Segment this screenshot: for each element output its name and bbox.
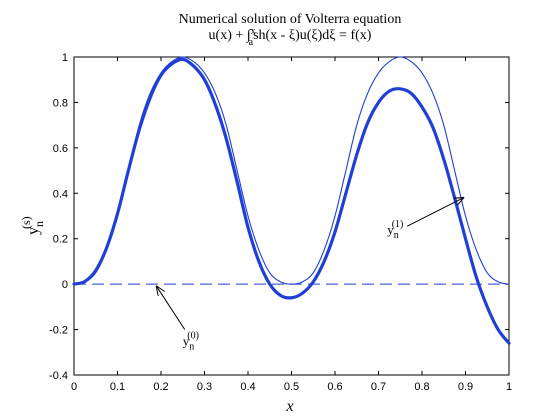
x-tick-label: 0.9 xyxy=(458,381,473,393)
y-axis-label-base: y xyxy=(25,227,42,235)
chart-subtitle: u(x) + ∫x ash(x - ξ)u(ξ)dξ = f(x) xyxy=(209,26,372,48)
x-tick-label: 0.6 xyxy=(327,381,342,393)
annotation-label-sub: n xyxy=(394,230,399,241)
subtitle-integrand: sh(x - ξ)u(ξ)dξ = f(x) xyxy=(253,28,372,43)
chart-title: Numerical solution of Volterra equation xyxy=(179,12,402,27)
annotation-label-base: y xyxy=(387,222,394,237)
x-tick-label: 0.2 xyxy=(153,381,168,393)
y-axis: -0.4 -0.2 0 0.2 0.4 0.6 0.8 1 xyxy=(49,52,509,382)
annotation-label-sup: (1) xyxy=(392,219,404,230)
x-axis: 0 0.1 0.2 0.3 0.4 0.5 0.6 0.7 0.8 0.9 1 xyxy=(71,57,512,393)
y-tick-label: 0.4 xyxy=(53,188,68,200)
subtitle-upper-limit: x xyxy=(251,26,256,37)
plot-area xyxy=(73,56,510,376)
series-lines xyxy=(72,56,511,345)
x-tick-label: 0.3 xyxy=(197,381,212,393)
x-tick-label: 0 xyxy=(71,381,77,393)
annotation-arrow xyxy=(157,286,186,330)
y-tick-label: 0.8 xyxy=(53,97,68,109)
y-axis-label-sup: (s) xyxy=(19,216,33,229)
subtitle-lower-limit: a xyxy=(249,37,254,48)
y-axis-label: yn(s) xyxy=(19,216,46,235)
x-tick-label: 0.7 xyxy=(371,381,386,393)
subtitle-lhs: u(x) + ∫ xyxy=(209,28,252,43)
y-tick-label: -0.2 xyxy=(49,325,68,337)
annotation-label-base: y xyxy=(183,333,190,348)
x-tick-label: 0.5 xyxy=(284,381,299,393)
y-axis-label-sub: n xyxy=(32,221,46,227)
annotation-label: yn(1) xyxy=(387,219,403,241)
x-axis-label: x xyxy=(285,398,293,415)
y-tick-label: 0.2 xyxy=(53,234,68,246)
y-tick-label: 1 xyxy=(62,52,68,64)
annotations: yn(1)yn(0) xyxy=(157,198,464,352)
annotation-label: yn(0) xyxy=(183,330,199,352)
y-tick-label: 0 xyxy=(62,279,68,291)
x-tick-label: 0.1 xyxy=(110,381,125,393)
x-tick-label: 1 xyxy=(506,381,512,393)
y-tick-label: 0.6 xyxy=(53,143,68,155)
annotation-arrow xyxy=(406,198,463,227)
x-tick-label: 0.8 xyxy=(414,381,429,393)
annotation-label-sup: (0) xyxy=(187,330,199,341)
series-line-1 xyxy=(72,57,511,345)
annotation-label-sub: n xyxy=(189,341,194,352)
x-tick-label: 0.4 xyxy=(240,381,255,393)
y-tick-label: -0.4 xyxy=(49,370,68,382)
